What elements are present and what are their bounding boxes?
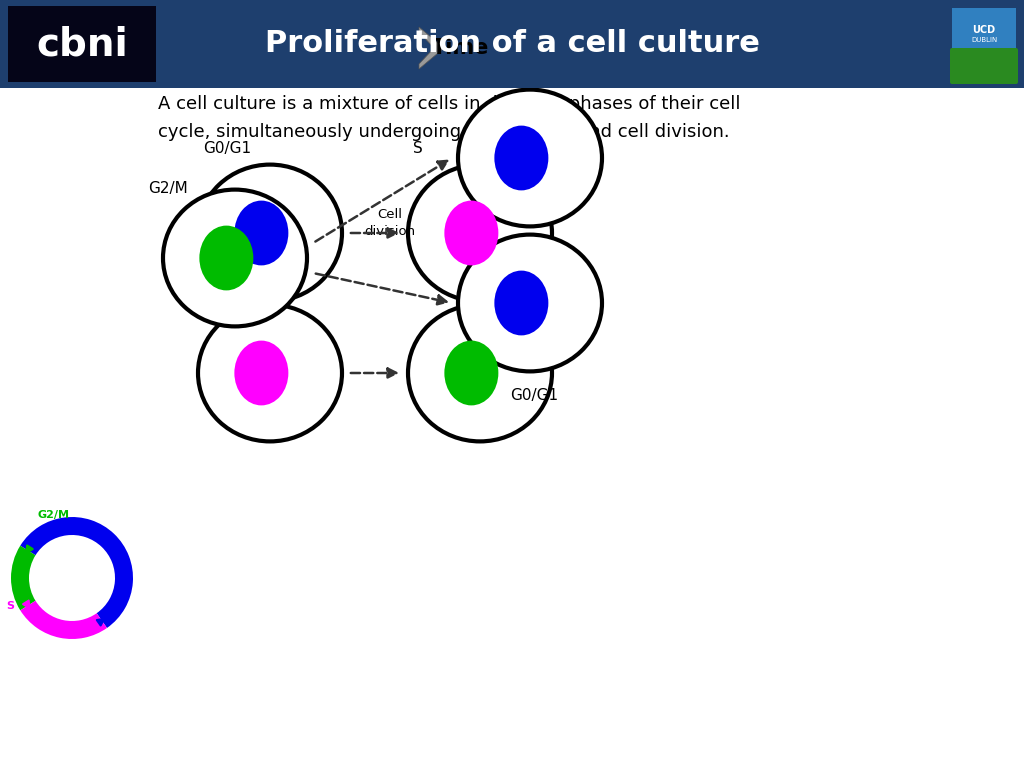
Wedge shape	[20, 601, 106, 639]
Bar	[168, 32, 638, 64]
Ellipse shape	[198, 305, 342, 442]
Text: S: S	[413, 141, 423, 156]
Ellipse shape	[458, 234, 602, 372]
Text: S: S	[203, 281, 213, 296]
Ellipse shape	[234, 200, 289, 266]
Text: Cell
division: Cell division	[365, 208, 416, 238]
Text: G0/G1: G0/G1	[203, 141, 251, 156]
Wedge shape	[20, 517, 133, 628]
Bar	[950, 4, 1018, 84]
Wedge shape	[11, 546, 36, 611]
Text: A cell culture is a mixture of cells in different phases of their cell
cycle, si: A cell culture is a mixture of cells in …	[158, 95, 740, 141]
Ellipse shape	[408, 305, 552, 442]
Bar	[952, 8, 1016, 52]
Text: G0/G1: G0/G1	[510, 388, 558, 403]
Ellipse shape	[198, 164, 342, 301]
Text: Proliferation of a cell culture: Proliferation of a cell culture	[264, 29, 760, 58]
Text: UCD: UCD	[973, 25, 995, 35]
Ellipse shape	[458, 90, 602, 227]
Ellipse shape	[408, 164, 552, 301]
Ellipse shape	[495, 126, 549, 190]
Text: G2/M: G2/M	[460, 281, 500, 296]
Polygon shape	[596, 25, 680, 71]
Ellipse shape	[444, 200, 499, 266]
Text: S: S	[6, 601, 14, 611]
Ellipse shape	[444, 340, 499, 406]
Text: DUBLIN: DUBLIN	[971, 37, 997, 43]
Bar	[8, 6, 156, 82]
Ellipse shape	[200, 226, 253, 290]
Ellipse shape	[234, 340, 289, 406]
Bar	[0, 0, 1024, 88]
Text: cbni: cbni	[36, 25, 128, 63]
Text: G2/M: G2/M	[38, 510, 70, 520]
FancyBboxPatch shape	[950, 48, 1018, 84]
Text: G2/M: G2/M	[148, 181, 187, 196]
Ellipse shape	[495, 270, 549, 336]
Text: G0/G1: G0/G1	[112, 548, 128, 588]
Polygon shape	[419, 27, 444, 69]
Text: Time: Time	[431, 38, 488, 58]
Ellipse shape	[163, 190, 307, 326]
